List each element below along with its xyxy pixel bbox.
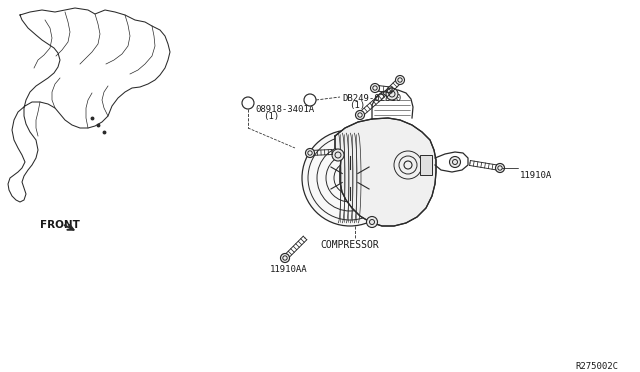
Text: 11910AA: 11910AA: [270, 265, 308, 274]
Circle shape: [386, 88, 398, 100]
Circle shape: [449, 157, 461, 167]
Circle shape: [367, 217, 378, 228]
Circle shape: [302, 130, 398, 226]
Text: DB249-02810: DB249-02810: [342, 94, 401, 103]
Circle shape: [355, 110, 365, 119]
Circle shape: [332, 149, 344, 161]
Circle shape: [396, 76, 404, 84]
Circle shape: [242, 97, 254, 109]
Circle shape: [304, 94, 316, 106]
Text: N: N: [244, 99, 252, 108]
Text: R275002C: R275002C: [575, 362, 618, 371]
Circle shape: [371, 83, 380, 93]
Text: FRONT: FRONT: [40, 220, 80, 230]
Text: (1): (1): [263, 112, 279, 121]
Text: 11910A: 11910A: [520, 171, 552, 180]
Text: (1): (1): [349, 101, 365, 110]
Text: 08918-3401A: 08918-3401A: [255, 105, 314, 114]
Polygon shape: [335, 118, 436, 226]
Circle shape: [280, 253, 289, 263]
Circle shape: [305, 148, 314, 157]
Polygon shape: [420, 155, 432, 175]
Circle shape: [495, 164, 504, 173]
Text: S: S: [307, 96, 313, 105]
Text: COMPRESSOR: COMPRESSOR: [320, 240, 379, 250]
